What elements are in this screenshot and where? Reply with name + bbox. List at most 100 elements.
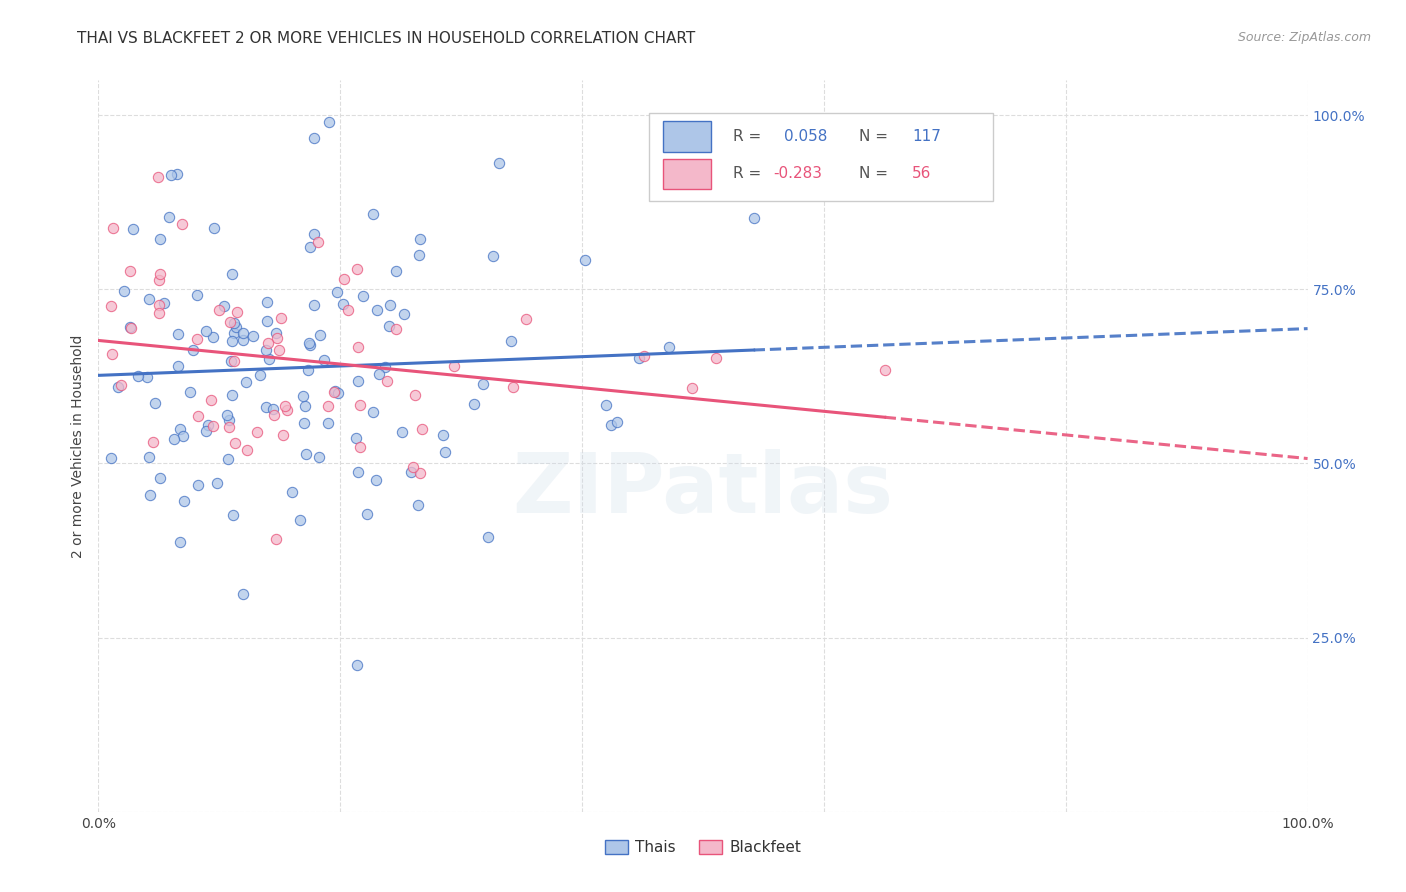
Thais xyxy=(160,169,183,183)
Thais xyxy=(232,334,254,348)
Thais xyxy=(187,477,209,491)
Thais xyxy=(463,397,485,411)
Thais xyxy=(368,367,391,381)
Blackfeet xyxy=(218,419,240,434)
Blackfeet xyxy=(271,427,294,442)
Text: THAI VS BLACKFEET 2 OR MORE VEHICLES IN HOUSEHOLD CORRELATION CHART: THAI VS BLACKFEET 2 OR MORE VEHICLES IN … xyxy=(77,31,696,46)
Blackfeet xyxy=(873,363,896,377)
Blackfeet xyxy=(146,170,169,185)
Thais xyxy=(167,326,190,341)
Blackfeet xyxy=(375,374,398,388)
Blackfeet xyxy=(120,263,142,277)
Blackfeet xyxy=(404,387,426,401)
Thais xyxy=(298,336,321,351)
Blackfeet xyxy=(409,467,432,481)
Thais xyxy=(232,326,254,340)
Blackfeet xyxy=(681,381,703,395)
Blackfeet xyxy=(148,306,170,320)
Thais xyxy=(222,316,245,330)
Thais xyxy=(574,253,596,268)
Blackfeet xyxy=(349,398,371,412)
Text: 117: 117 xyxy=(912,129,941,145)
Thais xyxy=(256,314,278,328)
Blackfeet xyxy=(263,409,285,423)
Blackfeet xyxy=(148,298,170,312)
Blackfeet xyxy=(401,460,423,475)
FancyBboxPatch shape xyxy=(648,113,993,201)
Thais xyxy=(221,267,243,281)
Thais xyxy=(254,400,277,414)
Thais xyxy=(212,299,235,313)
Blackfeet xyxy=(219,315,242,329)
Blackfeet xyxy=(257,335,280,350)
Thais xyxy=(374,360,396,375)
Thais xyxy=(194,324,217,338)
Blackfeet xyxy=(172,217,194,231)
Thais xyxy=(391,425,413,440)
Y-axis label: 2 or more Vehicles in Household: 2 or more Vehicles in Household xyxy=(72,334,86,558)
Text: -0.283: -0.283 xyxy=(773,167,823,181)
Thais xyxy=(378,298,401,312)
Thais xyxy=(318,416,340,430)
Thais xyxy=(385,264,408,278)
Thais xyxy=(409,232,432,246)
Thais xyxy=(292,416,315,430)
Thais xyxy=(225,319,247,334)
Blackfeet xyxy=(120,321,142,335)
Thais xyxy=(288,513,311,527)
Thais xyxy=(433,445,456,459)
Thais xyxy=(264,326,287,340)
Blackfeet xyxy=(201,418,224,433)
Thais xyxy=(138,488,160,502)
Thais xyxy=(136,369,159,384)
Thais xyxy=(169,422,191,436)
Thais xyxy=(153,296,176,310)
Blackfeet xyxy=(226,305,249,319)
Thais xyxy=(205,475,228,490)
Thais xyxy=(323,384,346,399)
Blackfeet xyxy=(142,435,165,450)
Thais xyxy=(378,318,401,333)
Blackfeet xyxy=(224,354,246,368)
Thais xyxy=(162,432,184,446)
Thais xyxy=(325,285,347,299)
Thais xyxy=(138,450,160,465)
Thais xyxy=(477,530,499,544)
Thais xyxy=(292,389,315,403)
Thais xyxy=(143,396,166,410)
Thais xyxy=(308,450,330,465)
Thais xyxy=(295,448,318,462)
Thais xyxy=(118,320,141,334)
Thais xyxy=(167,359,190,373)
Text: 0.058: 0.058 xyxy=(785,129,827,145)
Thais xyxy=(392,307,415,321)
Thais xyxy=(481,249,503,263)
Thais xyxy=(221,334,243,349)
Blackfeet xyxy=(100,300,122,314)
Thais xyxy=(294,399,316,413)
Thais xyxy=(218,413,240,427)
Legend: Thais, Blackfeet: Thais, Blackfeet xyxy=(598,832,808,863)
Thais xyxy=(112,284,135,298)
Thais xyxy=(217,451,239,466)
Thais xyxy=(242,329,264,343)
FancyBboxPatch shape xyxy=(664,121,711,152)
Thais xyxy=(107,379,129,393)
Thais xyxy=(742,211,765,226)
Thais xyxy=(281,485,304,500)
Thais xyxy=(627,351,650,365)
Blackfeet xyxy=(333,271,356,285)
Thais xyxy=(356,507,378,521)
Thais xyxy=(256,295,278,310)
Thais xyxy=(304,131,326,145)
Thais xyxy=(215,408,238,422)
Thais xyxy=(347,375,370,389)
Thais xyxy=(406,498,429,512)
Thais xyxy=(309,328,332,343)
Thais xyxy=(100,450,122,465)
Text: Source: ZipAtlas.com: Source: ZipAtlas.com xyxy=(1237,31,1371,45)
Blackfeet xyxy=(323,384,346,399)
Text: R =: R = xyxy=(734,129,766,145)
Thais xyxy=(202,329,225,343)
Thais xyxy=(232,587,254,601)
